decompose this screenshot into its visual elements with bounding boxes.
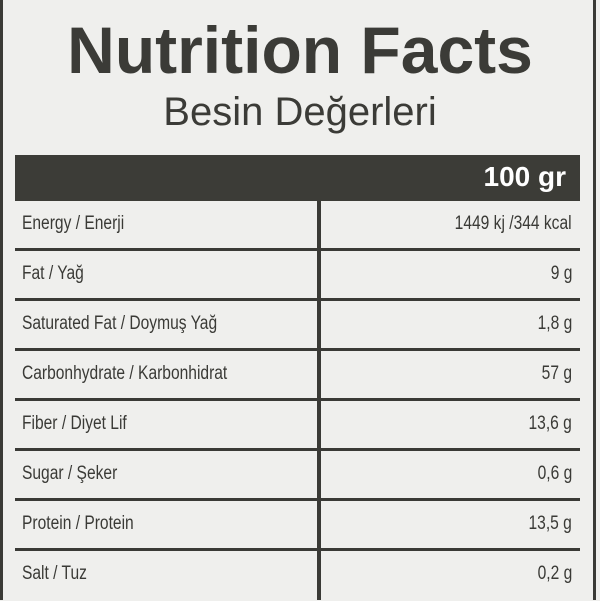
- nutrient-value: 0,6 g: [537, 463, 572, 484]
- nutrient-label: Salt / Tuz: [22, 563, 87, 584]
- title: Nutrition Facts: [67, 13, 533, 87]
- table-row: Carbonhydrate / Karbonhidrat 57 g: [15, 351, 580, 401]
- nutrient-value: 1449 kj /344 kcal: [455, 213, 572, 234]
- nutrient-label: Protein / Protein: [22, 513, 134, 534]
- nutrient-value: 0,2 g: [537, 563, 572, 584]
- table-row: Fat / Yağ 9 g: [15, 251, 580, 301]
- nutrient-label: Saturated Fat / Doymuş Yağ: [22, 313, 218, 334]
- table-row: Fiber / Diyet Lif 13,6 g: [15, 401, 580, 451]
- nutrient-label: Energy / Enerji: [22, 213, 125, 234]
- column-divider: [317, 201, 321, 600]
- serving-header: 100 gr: [15, 155, 580, 201]
- nutrient-label: Sugar / Şeker: [22, 463, 118, 484]
- nutrient-label: Carbonhydrate / Karbonhidrat: [22, 363, 228, 384]
- table-row: Sugar / Şeker 0,6 g: [15, 451, 580, 501]
- nutrient-value: 57 g: [541, 363, 572, 384]
- nutrient-value: 1,8 g: [537, 313, 572, 334]
- nutrient-value: 9 g: [550, 263, 572, 284]
- subtitle: Besin Değerleri: [163, 90, 437, 134]
- table-row: Protein / Protein 13,5 g: [15, 501, 580, 551]
- nutrient-label: Fat / Yağ: [22, 263, 84, 284]
- nutrient-value: 13,6 g: [528, 413, 572, 434]
- table-row: Salt / Tuz 0,2 g: [15, 551, 580, 601]
- serving-size: 100 gr: [483, 161, 567, 192]
- table-row: Energy / Enerji 1449 kj /344 kcal: [15, 201, 580, 251]
- table-row: Saturated Fat / Doymuş Yağ 1,8 g: [15, 301, 580, 351]
- nutrient-label: Fiber / Diyet Lif: [22, 413, 127, 434]
- nutrient-value: 13,5 g: [528, 513, 572, 534]
